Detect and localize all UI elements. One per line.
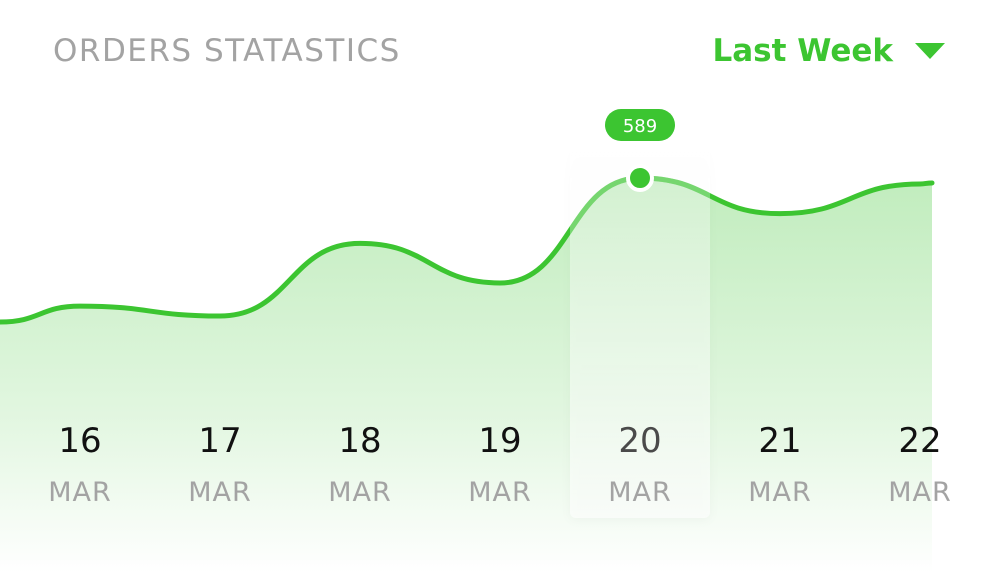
data-point[interactable] <box>910 174 930 194</box>
x-tick-month: MAR <box>188 477 252 508</box>
period-label: Last Week <box>712 33 894 69</box>
x-tick-month: MAR <box>888 477 952 508</box>
period-dropdown[interactable]: Last Week <box>712 33 945 69</box>
data-point[interactable] <box>70 296 90 316</box>
data-point[interactable] <box>490 273 510 293</box>
x-tick-day: 21 <box>758 421 801 461</box>
x-tick-month: MAR <box>328 477 392 508</box>
x-tick-month: MAR <box>48 477 112 508</box>
selected-point-marker[interactable] <box>626 164 654 192</box>
data-point[interactable] <box>350 233 370 253</box>
x-tick-day: 16 <box>58 421 101 461</box>
data-point[interactable] <box>770 204 790 224</box>
chart-title: ORDERS STATASTICS <box>53 33 401 69</box>
x-tick-day: 20 <box>618 421 661 461</box>
x-tick-day: 22 <box>898 421 941 461</box>
x-tick-month: MAR <box>608 477 672 508</box>
x-axis-labels: 16 MAR 17 MAR 18 MAR 19 MAR 20 MAR 21 MAR 22 MAR <box>48 421 952 508</box>
caret-down-icon[interactable] <box>915 43 945 59</box>
x-tick-day: 18 <box>338 421 381 461</box>
tooltip-value: 589 <box>623 116 657 137</box>
tooltip-badge: 589 <box>605 109 675 141</box>
tooltip-badge-bg <box>605 109 675 141</box>
x-tick-month: MAR <box>468 477 532 508</box>
selected-column-highlight <box>570 140 710 518</box>
series-line <box>0 175 935 325</box>
x-tick-day: 17 <box>198 421 241 461</box>
data-point[interactable] <box>210 306 230 326</box>
x-tick-month: MAR <box>748 477 812 508</box>
area-fill <box>0 178 932 573</box>
x-tick-day: 19 <box>478 421 521 461</box>
